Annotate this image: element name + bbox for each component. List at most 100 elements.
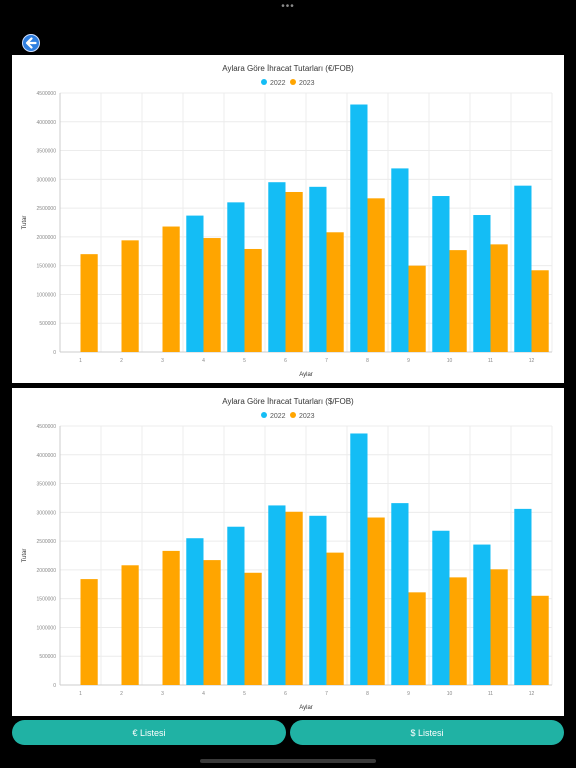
bar-2022-10[interactable]: [432, 196, 450, 352]
bar-2022-8[interactable]: [350, 104, 368, 352]
y-tick-label: 2000000: [37, 235, 57, 241]
legend-label-2022: 2022: [270, 413, 286, 420]
bar-2022-7[interactable]: [309, 186, 327, 352]
bar-2023-7[interactable]: [326, 552, 344, 685]
bar-2023-9[interactable]: [408, 592, 426, 685]
arrow-left-icon: [25, 37, 37, 49]
x-tick-label: 11: [488, 358, 493, 364]
bar-2022-6[interactable]: [268, 182, 286, 352]
bar-2023-3[interactable]: [162, 550, 180, 685]
bar-2022-11[interactable]: [473, 544, 491, 685]
x-tick-label: 1: [79, 691, 82, 697]
y-tick-label: 500000: [39, 321, 56, 327]
bar-2023-8[interactable]: [367, 198, 385, 352]
legend-label-2022: 2022: [270, 80, 286, 87]
x-axis-label: Aylar: [299, 705, 313, 711]
more-dots-icon[interactable]: •••: [281, 1, 295, 12]
bar-2022-10[interactable]: [432, 530, 450, 685]
bar-2022-4[interactable]: [186, 538, 204, 685]
x-tick-label: 9: [407, 691, 410, 697]
x-tick-label: 7: [325, 691, 328, 697]
bar-2022-12[interactable]: [514, 185, 532, 352]
bar-2023-12[interactable]: [531, 270, 549, 352]
bar-2023-2[interactable]: [121, 240, 139, 352]
bar-2023-11[interactable]: [490, 569, 508, 685]
eur-chart-svg: Aylara Göre İhracat Tutarları (€/FOB)202…: [22, 64, 553, 378]
bar-2023-7[interactable]: [326, 232, 344, 352]
bar-2023-4[interactable]: [203, 238, 221, 352]
usd-list-button[interactable]: $ Listesi: [290, 720, 564, 745]
y-tick-label: 3000000: [37, 510, 57, 516]
bar-2022-6[interactable]: [268, 505, 286, 685]
bar-2022-12[interactable]: [514, 508, 532, 685]
legend-swatch-2022: [261, 412, 267, 418]
x-axis-label: Aylar: [299, 372, 313, 378]
x-tick-label: 12: [529, 691, 535, 697]
y-tick-label: 4500000: [37, 91, 57, 97]
y-axis-label: Tutar: [22, 549, 28, 563]
back-button[interactable]: [22, 34, 40, 52]
bar-2023-10[interactable]: [449, 250, 467, 352]
x-tick-label: 5: [243, 691, 246, 697]
home-indicator: [200, 759, 376, 763]
bar-2023-5[interactable]: [244, 248, 262, 352]
bar-2023-1[interactable]: [80, 254, 98, 352]
bar-2022-8[interactable]: [350, 433, 368, 685]
y-tick-label: 3000000: [37, 177, 57, 183]
x-tick-label: 10: [447, 358, 453, 364]
bar-2023-5[interactable]: [244, 572, 262, 685]
y-tick-label: 2500000: [37, 539, 57, 545]
y-tick-label: 4500000: [37, 424, 57, 430]
legend-swatch-2023: [290, 79, 296, 85]
bar-2022-9[interactable]: [391, 168, 409, 352]
x-tick-label: 4: [202, 358, 205, 364]
x-tick-label: 2: [120, 691, 123, 697]
bar-2023-2[interactable]: [121, 565, 139, 685]
x-tick-label: 10: [447, 691, 453, 697]
x-tick-label: 3: [161, 358, 164, 364]
eur-export-chart: Aylara Göre İhracat Tutarları (€/FOB) 202…: [12, 55, 564, 383]
y-tick-label: 4000000: [37, 120, 57, 126]
x-tick-label: 9: [407, 358, 410, 364]
x-tick-label: 1: [79, 358, 82, 364]
bar-2023-1[interactable]: [80, 579, 98, 685]
y-tick-label: 0: [53, 683, 56, 689]
y-tick-label: 2000000: [37, 568, 57, 574]
bar-2023-4[interactable]: [203, 560, 221, 685]
bar-2023-11[interactable]: [490, 244, 508, 352]
bar-2023-12[interactable]: [531, 595, 549, 685]
bar-2023-3[interactable]: [162, 226, 180, 352]
chart-title: Aylara Göre İhracat Tutarları ($/FOB): [222, 397, 354, 406]
y-tick-label: 1000000: [37, 625, 57, 631]
y-tick-label: 2500000: [37, 206, 57, 212]
bar-2022-5[interactable]: [227, 202, 245, 352]
eur-list-button[interactable]: € Listesi: [12, 720, 286, 745]
x-tick-label: 4: [202, 691, 205, 697]
y-tick-label: 3500000: [37, 149, 57, 155]
bar-2023-10[interactable]: [449, 577, 467, 685]
y-axis-label: Tutar: [22, 216, 28, 230]
bar-2023-6[interactable]: [285, 191, 303, 352]
x-tick-label: 5: [243, 358, 246, 364]
y-tick-label: 1500000: [37, 264, 57, 270]
bar-2023-9[interactable]: [408, 265, 426, 352]
y-tick-label: 500000: [39, 654, 56, 660]
x-tick-label: 6: [284, 691, 287, 697]
bar-2023-6[interactable]: [285, 511, 303, 685]
x-tick-label: 8: [366, 358, 369, 364]
bar-2022-11[interactable]: [473, 215, 491, 352]
x-tick-label: 12: [529, 358, 535, 364]
legend-label-2023: 2023: [299, 413, 315, 420]
bar-2022-9[interactable]: [391, 503, 409, 685]
bar-2022-7[interactable]: [309, 515, 327, 685]
bar-2023-8[interactable]: [367, 517, 385, 685]
legend-label-2023: 2023: [299, 80, 315, 87]
x-tick-label: 11: [488, 691, 493, 697]
legend-swatch-2022: [261, 79, 267, 85]
bar-2022-4[interactable]: [186, 215, 204, 352]
bar-2022-5[interactable]: [227, 526, 245, 685]
usd-chart-svg: Aylara Göre İhracat Tutarları ($/FOB)202…: [22, 397, 553, 711]
x-tick-label: 7: [325, 358, 328, 364]
legend-swatch-2023: [290, 412, 296, 418]
x-tick-label: 2: [120, 358, 123, 364]
